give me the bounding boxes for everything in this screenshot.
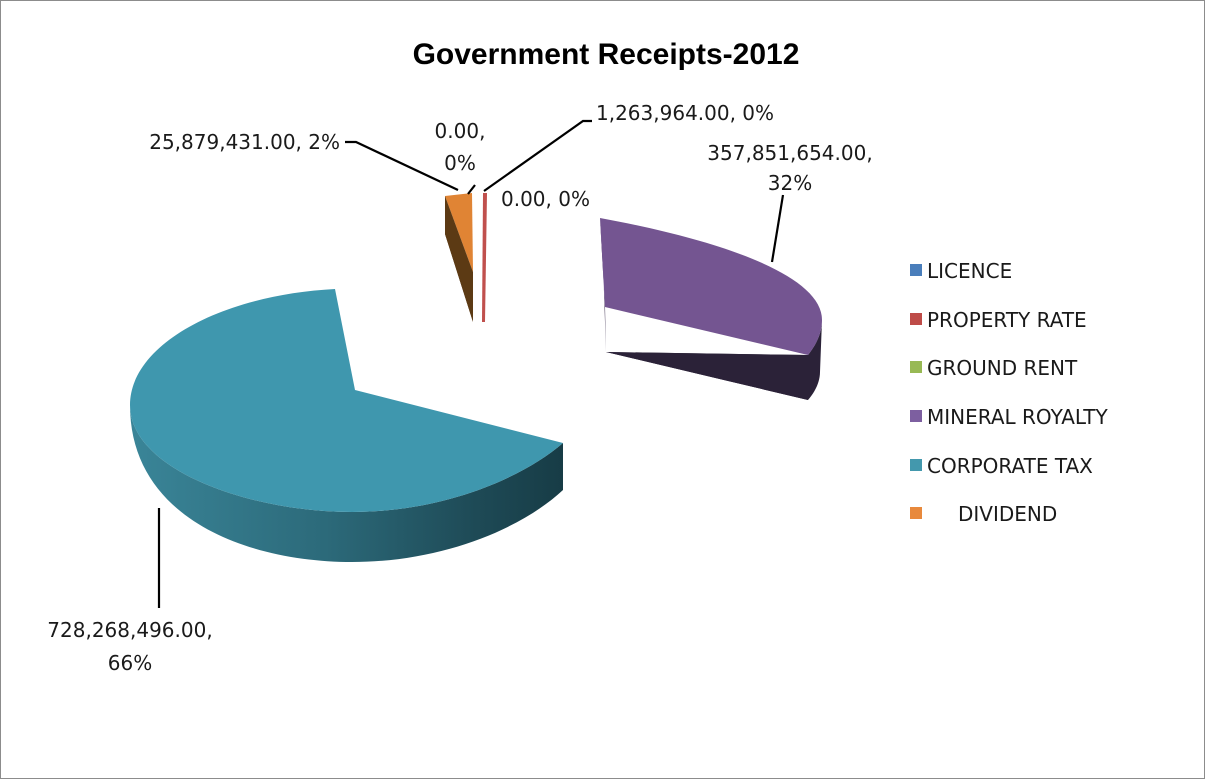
legend: LICENCE PROPERTY RATE GROUND RENT MINERA…: [910, 259, 1109, 526]
slice-corporate-tax-side: [130, 405, 563, 562]
legend-swatch-dividend: [910, 507, 922, 519]
legend-item-corporate-tax[interactable]: CORPORATE TAX: [910, 454, 1093, 478]
slice-dividend-top: [445, 193, 473, 272]
label-mineral-royalty-line2: 32%: [768, 171, 812, 195]
label-corporate-tax-line2: 66%: [108, 651, 152, 675]
legend-item-property-rate[interactable]: PROPERTY RATE: [910, 308, 1087, 332]
legend-label-licence: LICENCE: [927, 259, 1012, 283]
legend-label-corporate-tax: CORPORATE TAX: [927, 454, 1093, 478]
leader-dividend: [345, 140, 459, 191]
legend-label-mineral-royalty: MINERAL ROYALTY: [927, 405, 1109, 429]
legend-swatch-corporate-tax: [910, 459, 922, 471]
label-corporate-tax-line1: 728,268,496.00,: [47, 618, 212, 642]
legend-swatch-licence: [910, 264, 922, 276]
chart-title: Government Receipts-2012: [413, 38, 800, 71]
slice-mineral-royalty-top: [600, 218, 822, 355]
legend-label-dividend: DIVIDEND: [958, 502, 1057, 526]
legend-item-licence[interactable]: LICENCE: [910, 259, 1012, 283]
slice-dividend-front: [445, 196, 473, 322]
slice-corporate-tax-top: [130, 289, 563, 512]
slice-property-rate[interactable]: [482, 193, 487, 322]
slice-mineral-royalty[interactable]: [600, 218, 822, 400]
leader-mineral-royalty: [770, 194, 785, 263]
legend-label-ground-rent: GROUND RENT: [927, 356, 1078, 380]
legend-swatch-mineral-royalty: [910, 410, 922, 422]
label-licence-line1: 0.00,: [435, 119, 486, 143]
legend-label-property-rate: PROPERTY RATE: [927, 308, 1087, 332]
legend-swatch-property-rate: [910, 313, 922, 325]
slice-property-rate-top: [482, 193, 487, 322]
slice-dividend[interactable]: [445, 193, 473, 322]
slice-corporate-tax[interactable]: [130, 289, 563, 562]
label-property-rate: 1,263,964.00, 0%: [596, 101, 774, 125]
label-mineral-royalty-line1: 357,851,654.00,: [707, 141, 872, 165]
legend-item-mineral-royalty[interactable]: MINERAL ROYALTY: [910, 405, 1109, 429]
leader-property-rate: [483, 119, 592, 192]
leader-licence: [467, 184, 476, 195]
label-dividend: 25,879,431.00, 2%: [149, 130, 340, 154]
legend-item-ground-rent[interactable]: GROUND RENT: [910, 356, 1078, 380]
label-ground-rent: 0.00, 0%: [501, 187, 590, 211]
legend-swatch-ground-rent: [910, 361, 922, 373]
legend-item-dividend[interactable]: DIVIDEND: [910, 502, 1057, 526]
label-licence-line2: 0%: [444, 151, 476, 175]
slice-mineral-royalty-side-front: [606, 352, 808, 400]
